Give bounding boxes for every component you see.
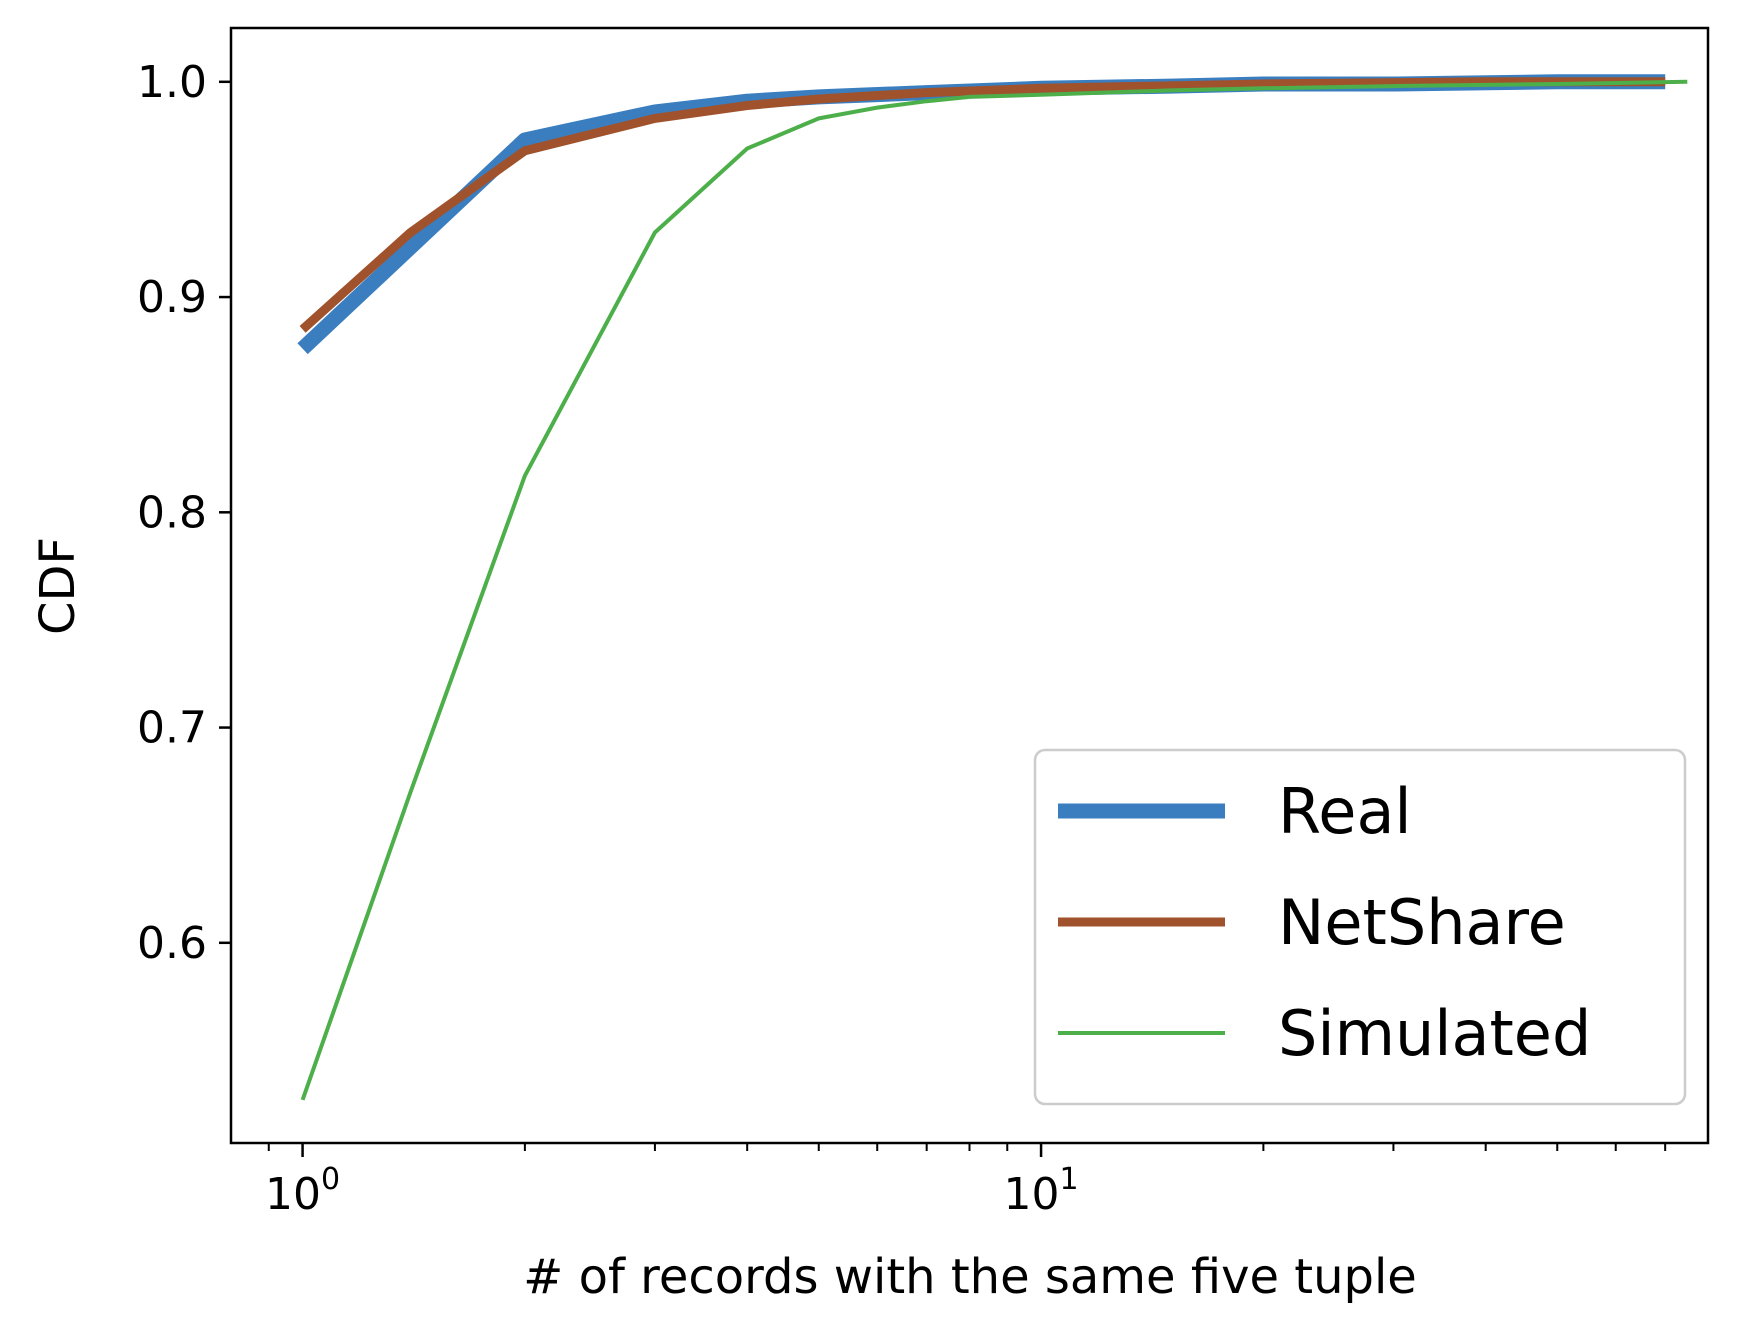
series-layer (297, 74, 1688, 1101)
y-tick-label: 0.9 (137, 272, 207, 323)
y-tick-label: 0.6 (137, 918, 207, 969)
y-axis-label: CDF (30, 537, 86, 635)
legend-label-real: Real (1278, 775, 1412, 848)
ticks-layer: 0.6 0.7 0.8 0.9 1.0 100 101 (137, 57, 1667, 1220)
y-tick-label: 0.8 (137, 487, 207, 538)
legend-items: Real NetShare Simulated (1058, 775, 1591, 1070)
y-tick-label: 0.7 (137, 703, 207, 754)
legend-label-simulated: Simulated (1278, 997, 1591, 1070)
series-line-simulated (300, 79, 1688, 1101)
legend: Real NetShare Simulated (1033, 748, 1687, 1106)
legend-frame (1033, 748, 1687, 1106)
x-axis-label: # of records with the same five tuple (523, 1249, 1417, 1305)
legend-label-netshare: NetShare (1278, 886, 1566, 959)
x-tick-label: 100 (265, 1162, 340, 1220)
y-tick-label: 1.0 (137, 57, 207, 108)
x-tick-label: 101 (1004, 1162, 1079, 1220)
series-line-netshare (299, 77, 1666, 333)
